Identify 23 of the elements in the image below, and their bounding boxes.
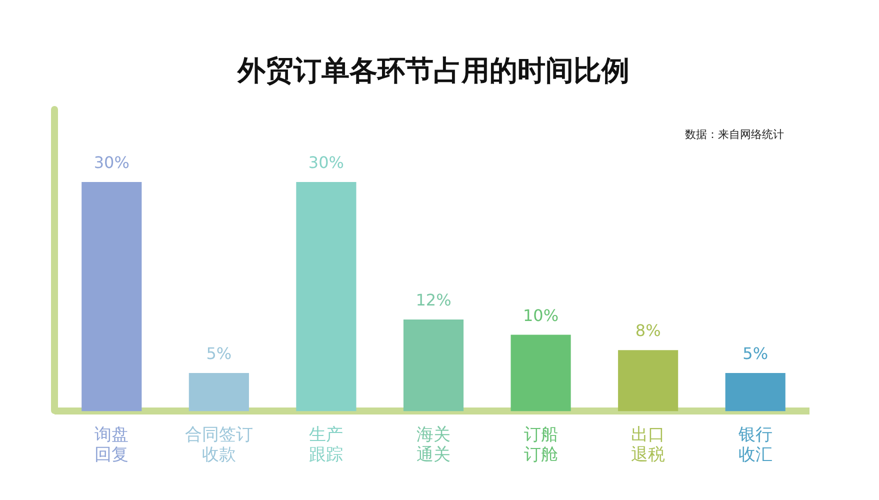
chart-title: 外贸订单各环节占用的时间比例 <box>236 54 630 88</box>
x-tick-label: 出口退税 <box>631 424 666 466</box>
bar <box>188 373 249 412</box>
bar <box>725 373 786 412</box>
x-tick-label: 合同签订收款 <box>184 424 253 466</box>
bar <box>510 334 571 412</box>
bar <box>403 320 464 412</box>
text: 数据：来自网络统计 <box>685 128 784 141</box>
data-label: 30% <box>308 153 344 172</box>
data-label: 5% <box>742 344 768 364</box>
x-tick-label: 银行收汇 <box>737 424 772 466</box>
x-tick-label: 询盘回复 <box>94 424 129 466</box>
data-label: 5% <box>206 344 232 364</box>
x-tick-label: 订船订舱 <box>524 424 558 466</box>
data-label: 30% <box>94 153 130 172</box>
data-label: 8% <box>635 321 661 340</box>
bar <box>82 182 142 412</box>
x-tick-label: 生产跟踪 <box>309 424 344 466</box>
data-label: 12% <box>416 290 452 310</box>
bar <box>618 350 678 412</box>
data-label: 10% <box>523 306 559 325</box>
x-tick-label: 海关通关 <box>416 424 450 466</box>
bar <box>296 182 356 412</box>
